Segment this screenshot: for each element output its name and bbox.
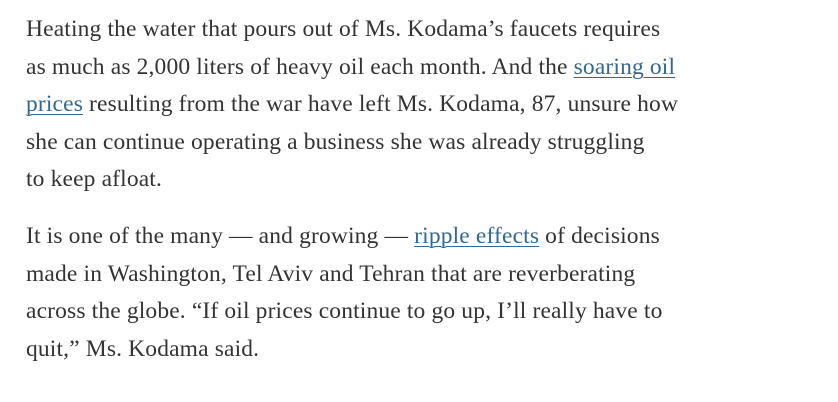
- link[interactable]: ripple effects: [414, 222, 540, 249]
- paragraph: Heating the water that pours out of Ms. …: [26, 11, 826, 199]
- text-line: prices resulting from the war have left …: [26, 86, 826, 124]
- text: she can continue operating a business sh…: [26, 128, 645, 155]
- text: quit,” Ms. Kodama said.: [26, 335, 260, 362]
- text-line: Heating the water that pours out of Ms. …: [26, 11, 826, 49]
- paragraph: It is one of the many — and growing — ri…: [26, 218, 826, 368]
- text: as much as 2,000 liters of heavy oil eac…: [26, 53, 574, 80]
- text: to keep afloat.: [26, 166, 163, 193]
- text-line: as much as 2,000 liters of heavy oil eac…: [26, 49, 826, 87]
- link[interactable]: prices: [26, 91, 84, 118]
- text-line: she can continue operating a business sh…: [26, 124, 826, 162]
- text: Heating the water that pours out of Ms. …: [26, 16, 661, 42]
- text: It is one of the many — and growing —: [26, 222, 415, 249]
- text: across the globe. “If oil prices continu…: [26, 298, 663, 325]
- text-line: made in Washington, Tel Aviv and Tehran …: [26, 256, 826, 294]
- text-line: It is one of the many — and growing — ri…: [26, 218, 826, 256]
- text-line: quit,” Ms. Kodama said.: [26, 331, 826, 369]
- link[interactable]: soaring oil: [573, 53, 676, 80]
- text: made in Washington, Tel Aviv and Tehran …: [26, 260, 636, 287]
- text: of decisions: [539, 222, 660, 249]
- text-line: to keep afloat.: [26, 161, 826, 199]
- article-body: Heating the water that pours out of Ms. …: [26, 11, 826, 387]
- text: resulting from the war have left Ms. Kod…: [83, 91, 679, 118]
- text-line: across the globe. “If oil prices continu…: [26, 293, 826, 331]
